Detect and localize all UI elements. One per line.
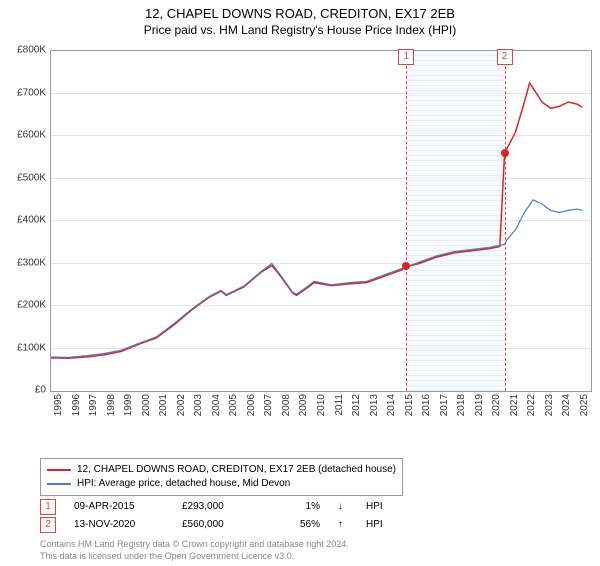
legend-swatch: [47, 469, 71, 471]
x-axis-tick-label: 2004: [211, 394, 222, 416]
x-axis-tick-label: 2025: [579, 394, 590, 416]
chart-area: £0£100K£200K£300K£400K£500K£600K£700K£80…: [0, 50, 600, 420]
event-row-num: 2: [40, 517, 56, 533]
series-property: [51, 83, 582, 358]
event-vline: [406, 51, 407, 391]
event-row-arrow-icon: ↓: [338, 498, 348, 516]
x-axis-tick-label: 2018: [456, 394, 467, 416]
x-axis-tick-label: 2021: [509, 394, 520, 416]
legend-row: 12, CHAPEL DOWNS ROAD, CREDITON, EX17 2E…: [47, 463, 396, 477]
x-axis-tick-label: 1999: [123, 394, 134, 416]
event-row: 2 13-NOV-2020 £560,000 56% ↑ HPI: [40, 516, 383, 534]
x-axis-tick-label: 2019: [474, 394, 485, 416]
y-axis-tick-label: £800K: [17, 45, 46, 56]
events-table: 1 09-APR-2015 £293,000 1% ↓ HPI 2 13-NOV-2020 £5…: [40, 498, 383, 534]
event-row-suffix: HPI: [366, 516, 383, 534]
x-axis-tick-label: 2020: [491, 394, 502, 416]
x-axis-tick-label: 1996: [71, 394, 82, 416]
x-axis-tick-label: 2017: [439, 394, 450, 416]
x-axis-tick-label: 2023: [544, 394, 555, 416]
event-dot: [501, 149, 509, 157]
event-dot: [402, 262, 410, 270]
x-axis-tick-label: 2003: [193, 394, 204, 416]
x-axis-tick-label: 2000: [141, 394, 152, 416]
line-series: [51, 51, 591, 391]
event-row-num: 1: [40, 499, 56, 515]
x-axis-tick-label: 2013: [369, 394, 380, 416]
y-axis-tick-label: £500K: [17, 172, 46, 183]
x-axis-tick-label: 2010: [316, 394, 327, 416]
y-axis-tick-label: £100K: [17, 342, 46, 353]
x-axis-tick-label: 2009: [298, 394, 309, 416]
y-axis-tick-label: £700K: [17, 87, 46, 98]
x-axis-tick-label: 2007: [263, 394, 274, 416]
chart-title: 12, CHAPEL DOWNS ROAD, CREDITON, EX17 2E…: [0, 6, 600, 21]
series-hpi: [51, 200, 582, 358]
legend: 12, CHAPEL DOWNS ROAD, CREDITON, EX17 2E…: [40, 458, 403, 496]
x-axis-tick-label: 2006: [246, 394, 257, 416]
event-row-date: 13-NOV-2020: [74, 516, 164, 534]
x-axis-tick-label: 1995: [53, 394, 64, 416]
event-row-pct: 56%: [270, 516, 320, 534]
x-axis-tick-label: 2002: [176, 394, 187, 416]
legend-row: HPI: Average price, detached house, Mid …: [47, 477, 396, 491]
event-row-arrow-icon: ↑: [338, 516, 348, 534]
footer-attribution: Contains HM Land Registry data © Crown c…: [40, 538, 349, 562]
event-marker-box: 2: [497, 49, 513, 65]
event-row-date: 09-APR-2015: [74, 498, 164, 516]
x-axis-tick-label: 1998: [106, 394, 117, 416]
event-row-suffix: HPI: [366, 498, 383, 516]
event-row-price: £293,000: [182, 498, 252, 516]
x-axis-tick-label: 2014: [386, 394, 397, 416]
event-row-price: £560,000: [182, 516, 252, 534]
y-axis-tick-label: £0: [35, 385, 46, 396]
x-axis-tick-label: 2012: [351, 394, 362, 416]
x-axis-tick-label: 2022: [526, 394, 537, 416]
y-axis-tick-label: £600K: [17, 130, 46, 141]
chart-subtitle: Price paid vs. HM Land Registry's House …: [0, 23, 600, 37]
footer-line: Contains HM Land Registry data © Crown c…: [40, 538, 349, 550]
y-axis-tick-label: £400K: [17, 215, 46, 226]
y-axis-tick-label: £300K: [17, 257, 46, 268]
x-axis-tick-label: 1997: [88, 394, 99, 416]
x-axis-tick-label: 2016: [421, 394, 432, 416]
x-axis-tick-label: 2024: [561, 394, 572, 416]
event-row: 1 09-APR-2015 £293,000 1% ↓ HPI: [40, 498, 383, 516]
event-vline: [505, 51, 506, 391]
legend-label: HPI: Average price, detached house, Mid …: [77, 477, 290, 491]
legend-label: 12, CHAPEL DOWNS ROAD, CREDITON, EX17 2E…: [77, 463, 396, 477]
event-row-pct: 1%: [270, 498, 320, 516]
event-marker-box: 1: [398, 49, 414, 65]
x-axis-tick-label: 2011: [334, 394, 345, 416]
x-axis-tick-label: 2008: [281, 394, 292, 416]
x-axis-tick-label: 2005: [228, 394, 239, 416]
legend-swatch: [47, 483, 71, 485]
footer-line: This data is licensed under the Open Gov…: [40, 550, 349, 562]
plot-area: 12: [50, 50, 592, 392]
x-axis-tick-label: 2001: [158, 394, 169, 416]
x-axis-tick-label: 2015: [404, 394, 415, 416]
y-axis-tick-label: £200K: [17, 300, 46, 311]
